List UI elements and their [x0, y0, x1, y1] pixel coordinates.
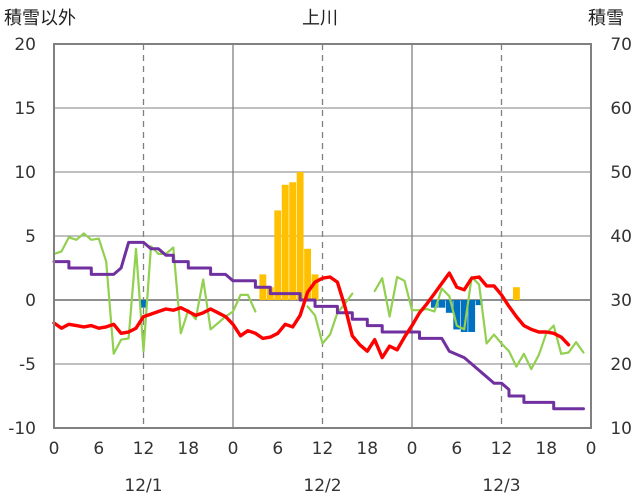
day-label: 12/1	[124, 476, 162, 496]
x-tick-label: 0	[228, 439, 239, 459]
bar	[460, 300, 468, 332]
bar	[296, 172, 304, 300]
series-line	[52, 240, 585, 411]
x-tick-label: 12	[133, 439, 155, 459]
bar	[445, 300, 453, 313]
day-label: 12/2	[303, 476, 341, 496]
bar	[304, 248, 312, 300]
right-axis-ticks: 70 60 50 40 30 20 10	[610, 35, 632, 439]
x-axis-ticks: 0 6 12 18 0 6 12 18 0 6 12 18 0	[49, 439, 597, 459]
left-tick-label: -5	[19, 355, 36, 375]
right-tick-label: 50	[610, 163, 632, 183]
right-tick-label: 70	[610, 35, 632, 55]
x-tick-label: 18	[535, 439, 557, 459]
right-tick-label: 30	[610, 291, 632, 311]
left-tick-label: -10	[8, 419, 36, 439]
x-tick-label: 6	[272, 439, 283, 459]
bar	[289, 182, 297, 300]
bar	[281, 184, 289, 300]
x-tick-label: 18	[356, 439, 378, 459]
right-tick-label: 10	[610, 419, 632, 439]
bar	[438, 300, 446, 308]
x-tick-label: 6	[93, 439, 104, 459]
right-axis-label: 積雪	[588, 8, 624, 29]
left-tick-label: 15	[14, 99, 36, 119]
x-tick-label: 12	[491, 439, 513, 459]
series-line	[52, 271, 571, 360]
day-labels: 12/1 12/2 12/3	[124, 476, 520, 496]
bar	[453, 300, 461, 330]
plot-frame	[53, 43, 592, 429]
x-tick-label: 0	[407, 439, 418, 459]
left-tick-label: 20	[14, 35, 36, 55]
left-axis-ticks: 20 15 10 5 0 -5 -10	[8, 35, 36, 439]
bar	[475, 300, 483, 306]
x-tick-label: 0	[49, 439, 60, 459]
left-tick-label: 0	[25, 291, 36, 311]
x-tick-label: 6	[451, 439, 462, 459]
bar	[311, 274, 319, 300]
bar	[468, 300, 476, 332]
right-tick-label: 60	[610, 99, 632, 119]
bar	[512, 287, 520, 300]
x-tick-label: 12	[312, 439, 334, 459]
bar-layer	[140, 172, 520, 332]
bar	[430, 300, 438, 308]
x-tick-label: 0	[586, 439, 597, 459]
left-axis-label: 積雪以外	[4, 8, 76, 29]
gridlines	[54, 44, 591, 428]
left-tick-label: 10	[14, 163, 36, 183]
x-tick-label: 18	[177, 439, 199, 459]
bar	[140, 300, 147, 308]
right-tick-label: 40	[610, 227, 632, 247]
line-layer	[52, 232, 585, 411]
right-tick-label: 20	[610, 355, 632, 375]
bar	[274, 210, 282, 300]
chart-title: 上川	[302, 8, 338, 29]
day-label: 12/3	[482, 476, 520, 496]
left-tick-label: 5	[25, 227, 36, 247]
